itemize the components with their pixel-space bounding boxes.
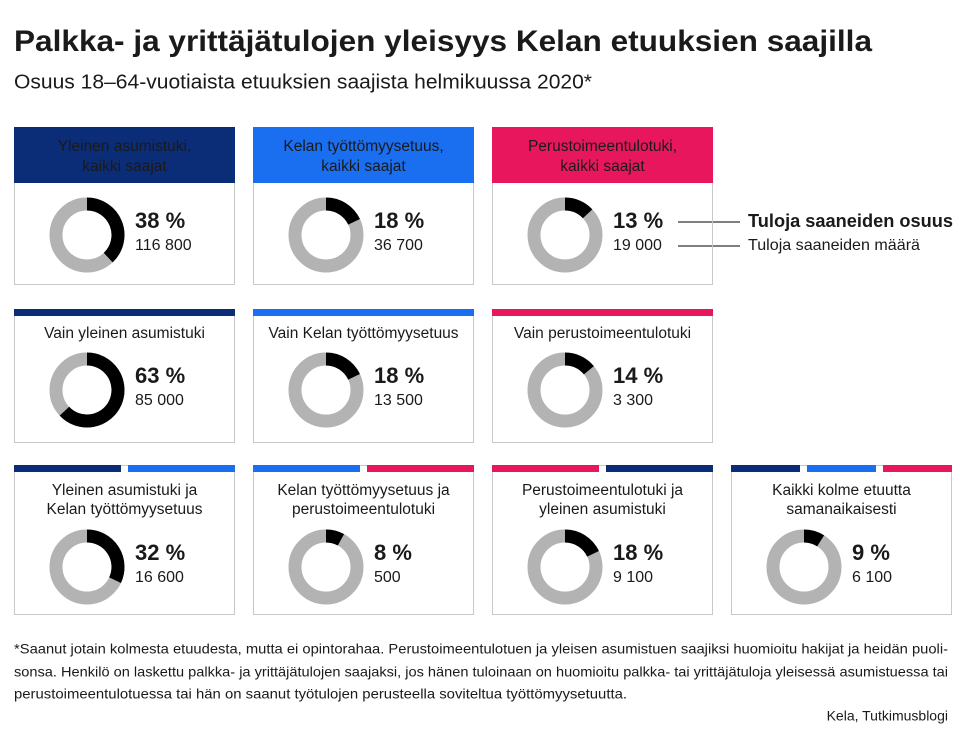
count-label: 85 000 [135,392,184,409]
card-border [253,465,474,615]
card-header [606,465,713,472]
donut-arc [325,352,360,380]
percent-label: 18 % [613,540,663,565]
donut-arc [803,529,825,547]
count-label: 19 000 [613,237,662,254]
card-header [253,465,360,472]
percent-label: 38 % [135,208,185,233]
percent-label: 18 % [374,363,424,388]
donut-arc [564,197,593,219]
percent-label: 18 % [374,208,424,233]
card-title: Vain yleinen asumistuki [44,325,205,342]
card-header [128,465,235,472]
percent-label: 32 % [135,540,185,565]
card-header [492,465,599,472]
card-title: Yleinen asumistuki, [58,138,192,155]
title: Palkka- ja yrittäjätulojen yleisyys Kela… [14,25,872,58]
card-header [367,465,474,472]
card-header [14,465,121,472]
percent-label: 63 % [135,363,185,388]
card-header [883,465,952,472]
card-header [253,127,474,183]
count-label: 16 600 [135,569,184,586]
percent-label: 14 % [613,363,663,388]
card-header [492,309,713,316]
count-label: 13 500 [374,392,423,409]
card-border [492,465,713,615]
count-label: 500 [374,569,401,586]
legend-label: Tuloja saaneiden määrä [748,237,920,254]
card-title: Perustoimeentulotuki, [528,138,677,155]
donut-arc [564,352,594,375]
card-header [253,309,474,316]
card-title: Yleinen asumistuki ja [52,482,198,499]
card-title: Kaikki kolme etuutta [772,482,911,499]
footnote: *Saanut jotain kolmesta etuudesta, mutta… [14,641,948,657]
card-title: Perustoimeentulotuki ja [522,482,683,499]
donut-arc [325,197,360,225]
card-title: perustoimeentulotuki [292,501,435,518]
donut-arc [325,529,345,546]
footnote: perustoimeentulotuessa tai hän on saanut… [14,686,627,702]
count-label: 3 300 [613,392,653,409]
percent-label: 13 % [613,208,663,233]
card-title: Kelan työttömyysetuus, [283,138,443,155]
card-header [731,465,800,472]
subtitle: Osuus 18–64-vuotiaista etuuksien saajist… [14,71,592,93]
count-label: 36 700 [374,237,423,254]
card-border [14,465,235,615]
card-title: kaikki saajat [560,158,645,175]
card-title: kaikki saajat [82,158,167,175]
donut-arc [86,197,125,263]
card-title: kaikki saajat [321,158,406,175]
card-title: Kelan työttömyysetuus [47,501,203,518]
count-label: 6 100 [852,569,892,586]
count-label: 9 100 [613,569,653,586]
card-title: Vain Kelan työttömyysetuus [268,325,458,342]
card-header [807,465,876,472]
card-header [492,127,713,183]
legend-label: Tuloja saaneiden osuus [748,211,953,231]
card-title: Kelan työttömyysetuus ja [277,482,450,499]
percent-label: 9 % [852,540,890,565]
percent-label: 8 % [374,540,412,565]
count-label: 116 800 [135,237,192,254]
card-title: Vain perustoimeentulotuki [514,325,691,342]
footnote: sonsa. Henkilö on laskettu palkka- ja yr… [14,664,948,680]
source: Kela, Tutkimusblogi [827,708,948,724]
card-header [14,309,235,316]
donut-arc [564,529,599,557]
donut-arc [86,529,125,583]
donut-arc [59,352,125,428]
card-header [14,127,235,183]
card-title: yleinen asumistuki [539,501,666,518]
card-title: samanaikaisesti [786,501,896,518]
